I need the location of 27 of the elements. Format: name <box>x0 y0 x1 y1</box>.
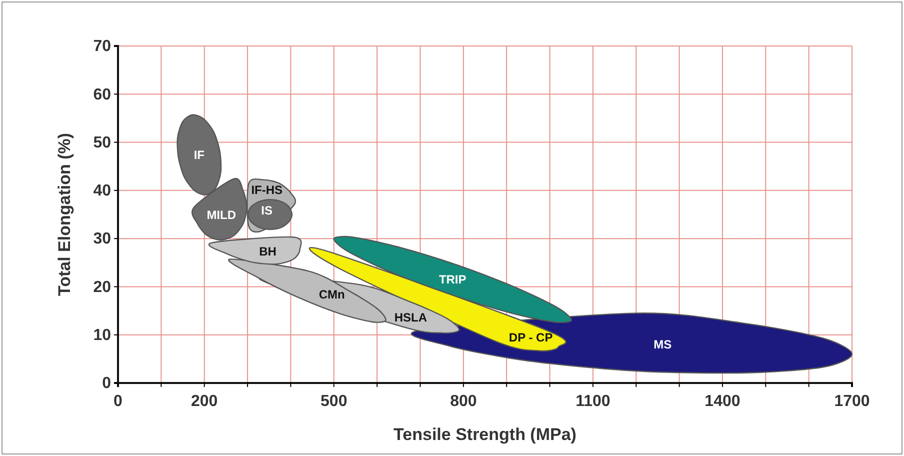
y-tick-label: 10 <box>93 326 112 344</box>
x-tick-label: 1100 <box>576 393 610 410</box>
y-tick-label: 20 <box>93 278 112 296</box>
series-label: BH <box>259 244 276 258</box>
series-label: MS <box>654 337 672 352</box>
y-tick-label: 30 <box>93 230 112 248</box>
y-axis-title: Total Elongation (%) <box>55 132 74 296</box>
series-label: IF-HS <box>251 183 283 198</box>
series-label: IF <box>194 148 205 162</box>
y-tick-label: 60 <box>93 86 112 104</box>
y-tick-label: 70 <box>93 38 112 56</box>
series-label: HSLA <box>394 310 428 324</box>
series-label: CMn <box>318 288 345 302</box>
x-tick-label: 1400 <box>704 393 740 410</box>
y-tick-label: 50 <box>93 134 112 152</box>
series-label: TRIP <box>438 272 466 287</box>
x-axis-title: Tensile Strength (MPa) <box>394 425 576 444</box>
x-tick-label: 500 <box>320 393 348 410</box>
x-tick-label: 800 <box>450 393 477 410</box>
series-label: DP - CP <box>508 330 553 344</box>
y-tick-label: 0 <box>102 375 112 392</box>
series-label: IS <box>261 204 272 218</box>
y-tick-label: 40 <box>93 182 112 200</box>
x-tick-label: 1700 <box>834 393 870 410</box>
x-tick-label: 0 <box>114 393 123 410</box>
x-tick-label: 200 <box>191 393 218 410</box>
series-label: MILD <box>206 208 236 222</box>
